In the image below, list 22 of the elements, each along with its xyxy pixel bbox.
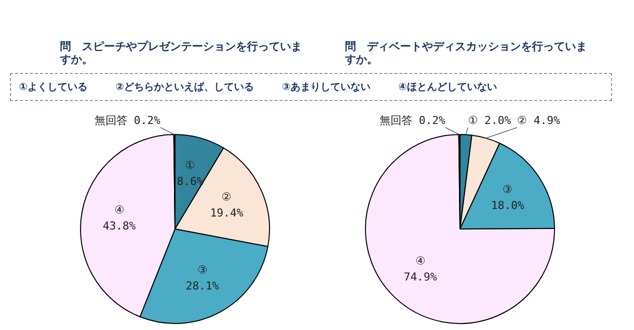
chart-title: 問 ディベートやディスカッションを行っていますか。 [345,40,588,66]
slice-label: ② [222,190,232,204]
text: ②どちらかといえば、している [115,81,254,94]
slice-label: ③ [197,264,208,277]
data-label: 18.0% [491,199,525,212]
data-label: 8.6% [176,175,204,188]
data-label: 28.1% [186,280,220,293]
data-label: 74.9% [404,270,438,284]
data-label: 43.8% [102,220,136,233]
slice-label: ④ [415,254,426,268]
slice-label: ③ [502,183,513,196]
slice-label: ① 2.0% [468,114,512,127]
data-label: 19.4% [210,206,244,220]
slice-label: 無回答 0.2% [94,114,161,127]
chart-title: 問 スピーチやプレゼンテーションを行っていますか。 [60,40,303,66]
text: ③あまりしていない [282,81,370,94]
text: ④ほとんどしていない [398,81,497,94]
slice-label: 無回答 0.2% [379,114,446,127]
slice-label: ① [185,159,196,172]
text: ①よくしている [19,81,88,94]
slice-label: ② 4.9% [517,114,561,127]
slice-label: ④ [114,204,124,217]
